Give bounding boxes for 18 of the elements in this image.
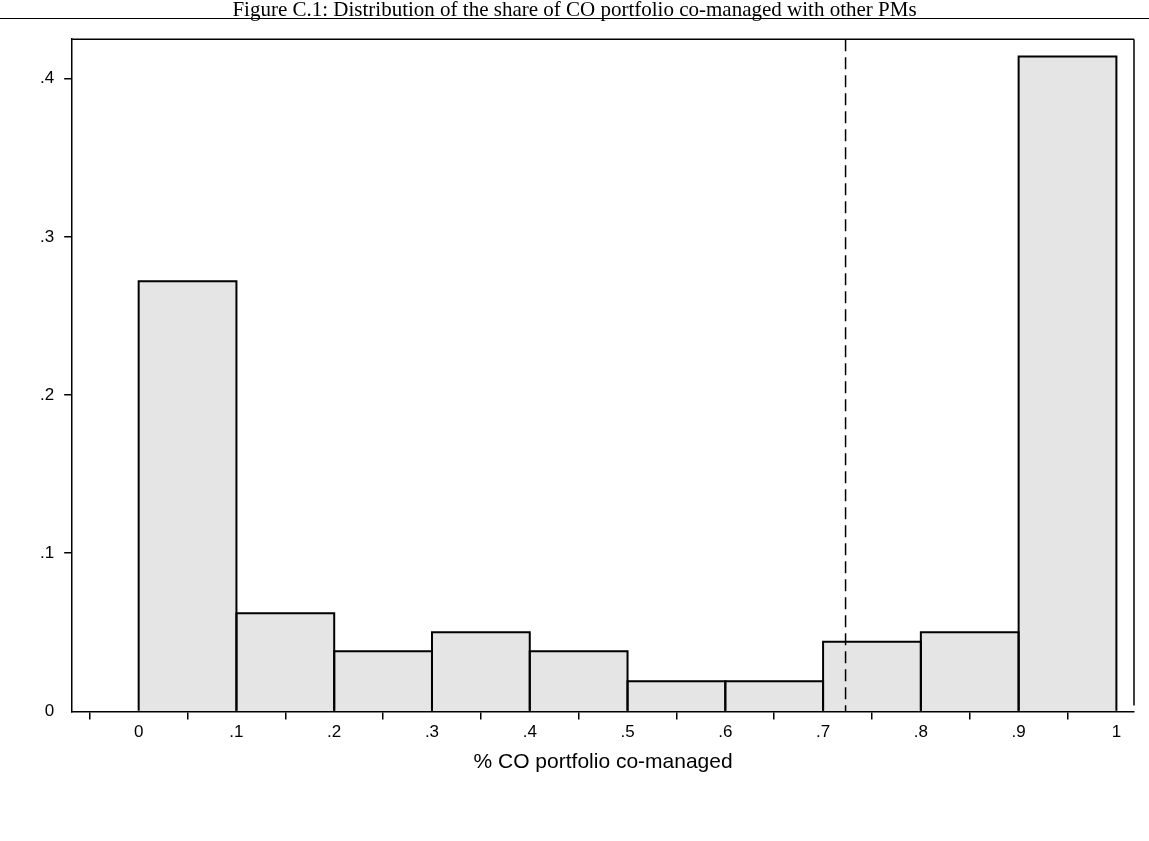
y-tick-label: .2: [39, 384, 55, 404]
y-tick-label: .1: [39, 542, 55, 562]
chart-title: Figure C.1: Distribution of the share of CO portfolio co-managed with other PMs: [0, 0, 1149, 21]
x-axis-title: % CO portfolio co-managed: [473, 749, 733, 773]
x-tick-label: .7: [815, 722, 831, 742]
x-tick-label: .5: [620, 722, 635, 742]
x-tick-label: .9: [1011, 722, 1026, 742]
x-tick-label: .3: [424, 722, 440, 742]
y-tick-label: 0: [44, 701, 55, 721]
x-tick-label: .8: [913, 722, 928, 742]
y-tick-label: .4: [39, 68, 55, 88]
y-tick-label: .3: [39, 226, 55, 246]
x-tick-label: .2: [327, 722, 342, 742]
x-tick-label: .1: [229, 722, 244, 742]
x-tick-label: .6: [718, 722, 733, 742]
x-tick-label: 0: [133, 722, 144, 742]
x-tick-label: .4: [522, 722, 537, 742]
x-tick-label: 1: [1111, 722, 1122, 742]
